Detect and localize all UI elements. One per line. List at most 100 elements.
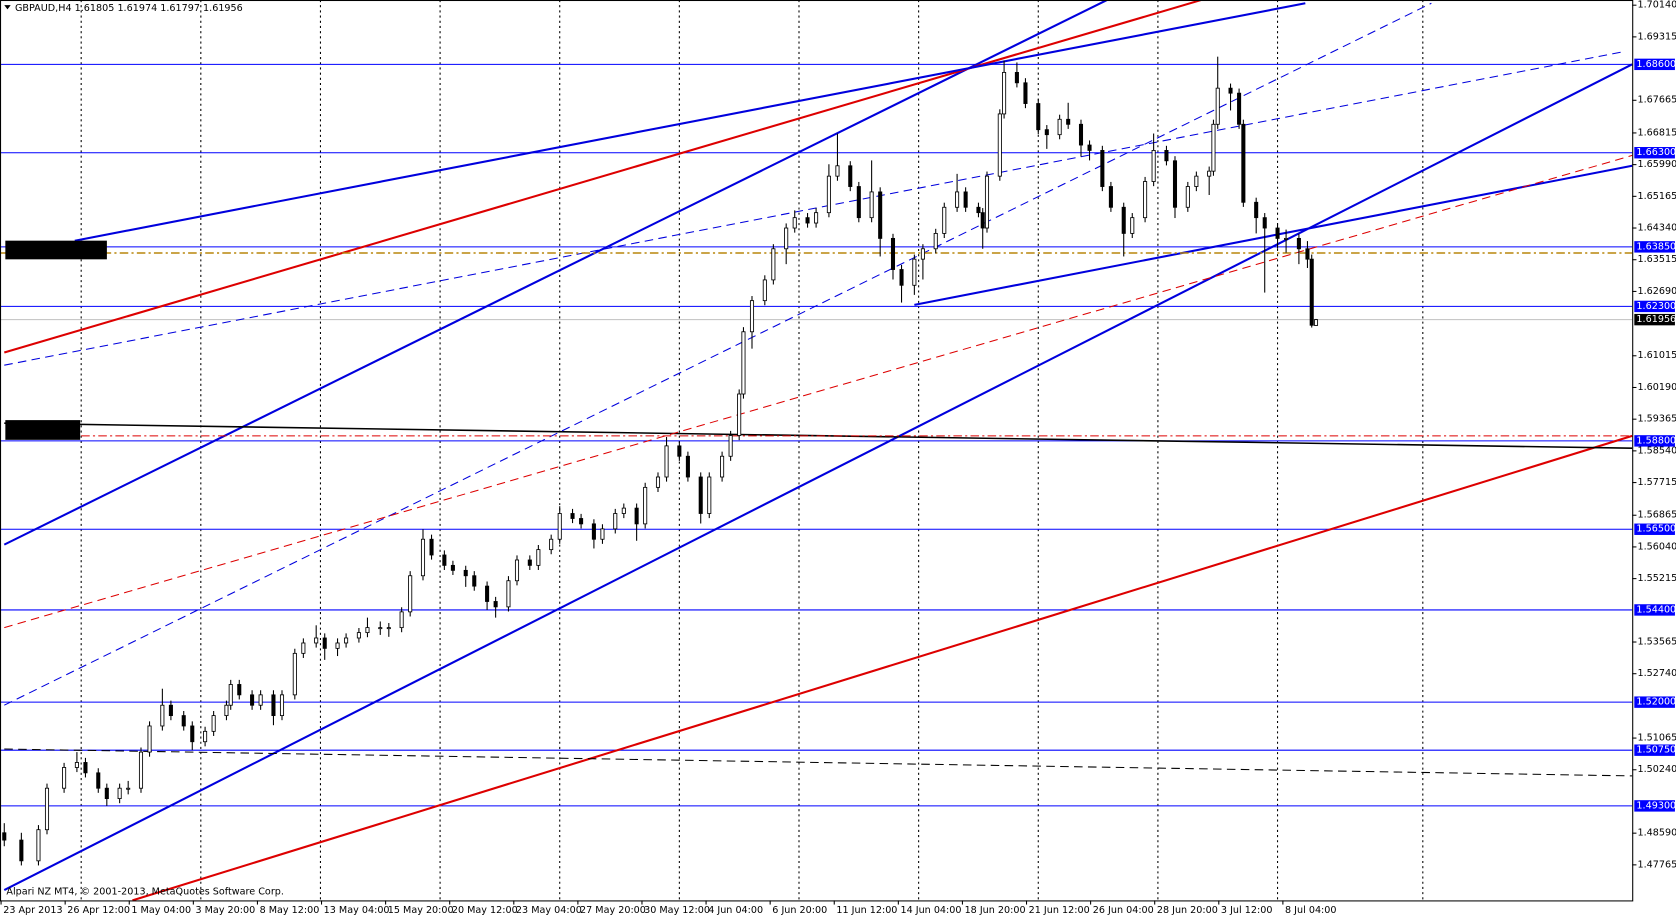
candle-body: [322, 637, 327, 649]
level-label: 1.54400: [1636, 605, 1676, 616]
trendline: [132, 434, 1633, 902]
y-tick-label: 1.65990: [1638, 159, 1676, 170]
candle-body: [237, 684, 242, 696]
candle-body: [805, 217, 810, 224]
objects: [0, 0, 1633, 902]
candle-body: [707, 476, 712, 514]
candle-body: [677, 445, 682, 457]
x-tick-label: 11 Jun 12:00: [836, 905, 897, 916]
candle-body: [1023, 82, 1028, 104]
candle-body: [442, 554, 447, 566]
x-tick-label: 30 May 12:00: [644, 905, 710, 916]
candle-body: [463, 569, 468, 577]
candle-body: [472, 575, 477, 587]
y-tick-label: 1.61015: [1638, 350, 1676, 361]
x-tick-label: 28 Jun 20:00: [1157, 905, 1218, 916]
candle-body: [485, 585, 490, 602]
candle-body: [771, 248, 776, 281]
candle-body: [450, 564, 455, 571]
candle-body: [878, 191, 883, 239]
candle-body: [104, 787, 109, 800]
candle-body: [301, 642, 306, 654]
candle-body: [1087, 144, 1092, 151]
candle-body: [408, 575, 413, 613]
candle-body: [856, 186, 861, 219]
y-tick-label: 1.53565: [1638, 637, 1676, 648]
x-tick-label: 8 May 12:00: [260, 905, 320, 916]
level-label-box: [1634, 147, 1675, 159]
candle-body: [749, 300, 755, 333]
candle-body: [2, 832, 7, 841]
level-label: 1.52000: [1636, 697, 1676, 708]
y-tick-label: 1.70140: [1638, 0, 1676, 11]
trendline: [3, 63, 1633, 891]
candle-body: [1164, 150, 1169, 162]
candle-body: [250, 694, 255, 706]
candle-body: [728, 435, 733, 457]
candle-body: [211, 715, 216, 732]
trendline: [4, 154, 1633, 629]
candle-body: [621, 507, 626, 514]
x-tick-label: 3 May 20:00: [195, 905, 255, 916]
level-label-box: [1634, 800, 1675, 812]
x-tick-label: 6 Jun 20:00: [772, 905, 827, 916]
price-label: 1.61956: [1636, 314, 1676, 325]
ohlc-low: 1.61797: [160, 3, 200, 14]
x-tick-label: 4 Jun 04:00: [708, 905, 763, 916]
candle-body: [420, 538, 426, 577]
level-label-box: [1634, 604, 1675, 616]
level-label: 1.49300: [1636, 800, 1676, 811]
candle-body: [762, 279, 767, 302]
y-tick-label: 1.48590: [1638, 828, 1676, 839]
y-tick-label: 1.69315: [1638, 31, 1676, 42]
y-tick-label: 1.57715: [1638, 477, 1676, 488]
candle-body: [1121, 206, 1126, 234]
candle-body: [117, 787, 122, 800]
trendline: [3, 0, 1201, 354]
level-label-box: [1634, 300, 1675, 313]
level-label-box: [1634, 744, 1675, 756]
candle-body: [126, 787, 131, 790]
trendline: [4, 2, 1432, 706]
candle-body: [356, 632, 361, 639]
candle-body: [36, 829, 41, 862]
candle-body: [997, 113, 1002, 177]
candle-body: [378, 627, 383, 630]
y-tick-label: 1.51065: [1638, 733, 1676, 744]
x-tick-label: 1 May 04:00: [131, 905, 191, 916]
candle-body: [1172, 160, 1178, 208]
candle-body: [493, 601, 498, 608]
candle-body: [1185, 186, 1190, 208]
level-label-box: [1634, 241, 1675, 253]
candle-body: [279, 694, 285, 717]
candle-body: [1100, 150, 1105, 187]
candle-body: [869, 191, 874, 219]
candle-body: [848, 165, 853, 187]
y-tick-label: 1.66815: [1638, 128, 1676, 139]
x-tick-label: 26 Jun 04:00: [1093, 905, 1154, 916]
candle-body: [1284, 237, 1289, 240]
candle-body: [933, 232, 938, 250]
x-tick-label: 18 Jun 20:00: [965, 905, 1026, 916]
trendline: [4, 51, 1624, 366]
candle-body: [963, 191, 968, 208]
candle-body: [579, 518, 584, 525]
candle-body: [741, 331, 746, 395]
candle-body: [826, 175, 831, 214]
candle-body: [1305, 248, 1310, 260]
candle-body: [942, 206, 947, 234]
level-label: 1.58800: [1636, 435, 1676, 446]
candle-body: [955, 191, 960, 208]
trendline: [4, 748, 1633, 777]
candle-body: [190, 725, 195, 743]
menu-icon: [4, 5, 11, 10]
header: GBPAUD,H4 1.61805 1.61974 1.61797 1.6195…: [15, 3, 243, 14]
candle-body: [1194, 175, 1199, 187]
candle-body: [980, 212, 985, 229]
level-label-box: [1634, 435, 1675, 447]
candle-body: [890, 237, 896, 270]
candle-body: [258, 694, 263, 706]
